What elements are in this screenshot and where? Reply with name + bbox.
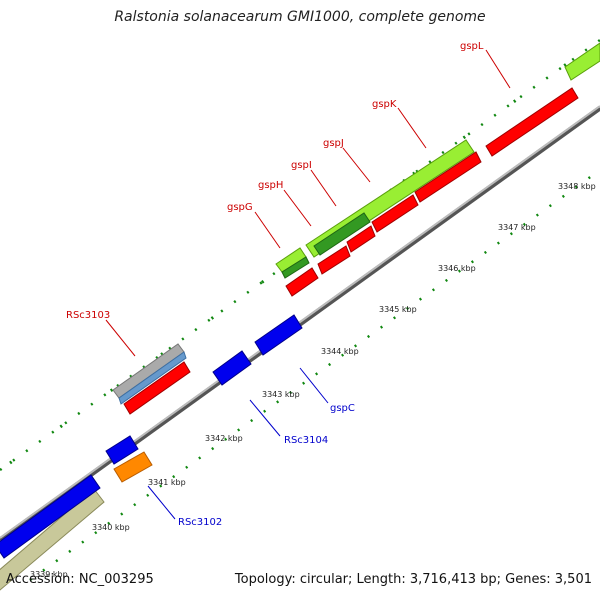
scale-label-3343: 3343 kbp: [262, 390, 300, 399]
label-gspK[interactable]: gspK: [372, 99, 397, 110]
label-gspI[interactable]: gspI: [291, 160, 312, 171]
callout-gspI: [310, 169, 337, 207]
scale-label-3344: 3344 kbp: [321, 347, 359, 356]
scale-label-3342: 3342 kbp: [205, 434, 243, 443]
feature-red-gspJ[interactable]: [371, 194, 419, 233]
genome-summary-text: Topology: circular; Length: 3,716,413 bp…: [234, 572, 592, 587]
label-RSc3103[interactable]: RSc3103: [66, 310, 110, 321]
callout-gspK: [397, 107, 427, 149]
backbone: [0, 105, 600, 539]
feature-steel-block[interactable]: [118, 351, 187, 405]
callout-RSc3102: [147, 485, 176, 520]
map-title: Ralstonia solanacearum GMI1000, complete…: [114, 9, 486, 25]
feature-blue-left[interactable]: [0, 474, 101, 559]
outer-tick-ruler-major: [9, 38, 600, 465]
accession-text: Accession: NC_003295: [6, 572, 154, 587]
callout-RSc3104: [249, 399, 281, 437]
callout-gspH: [283, 189, 312, 227]
label-gspJ[interactable]: gspJ: [323, 138, 344, 149]
label-RSc3102[interactable]: RSc3102: [178, 517, 222, 528]
feature-khaki-block[interactable]: [0, 488, 105, 591]
label-RSc3104[interactable]: RSc3104: [284, 435, 328, 446]
feature-red-gspL[interactable]: [485, 87, 579, 157]
feature-orange-block[interactable]: [113, 451, 153, 483]
feature-green-block-2[interactable]: [281, 256, 310, 279]
scale-label-3345: 3345 kbp: [379, 305, 417, 314]
scale-label-3340: 3340 kbp: [92, 523, 130, 532]
scale-label-3341: 3341 kbp: [148, 478, 186, 487]
feature-red-gspH[interactable]: [317, 245, 351, 275]
feature-red-gspG[interactable]: [285, 267, 319, 297]
callout-gspG: [254, 211, 281, 249]
feature-red-gspI[interactable]: [346, 225, 376, 253]
feature-blue-gspC[interactable]: [254, 314, 303, 356]
callout-gspC: [299, 367, 329, 404]
scale-label-3347: 3347 kbp: [498, 223, 536, 232]
label-gspH[interactable]: gspH: [258, 180, 283, 191]
feature-red-RSc3103[interactable]: [123, 361, 191, 415]
feature-lime-gspL[interactable]: [564, 42, 600, 81]
feature-blue-RSc3104[interactable]: [212, 350, 252, 386]
callout-gspL: [485, 49, 511, 89]
callout-gspJ: [342, 147, 371, 183]
label-gspG[interactable]: gspG: [227, 202, 253, 213]
label-gspL[interactable]: gspL: [460, 41, 484, 52]
feature-red-gspK[interactable]: [414, 151, 482, 203]
callout-RSc3103: [105, 319, 136, 357]
feature-blue-RSc3102[interactable]: [105, 435, 139, 465]
scale-label-3348: 3348 kbp: [558, 182, 596, 191]
scale-label-3339-partial: 3339 kbp: [30, 570, 68, 579]
feature-dkgreen-gspH[interactable]: [313, 212, 371, 256]
label-gspC[interactable]: gspC: [330, 403, 355, 414]
scale-label-3346: 3346 kbp: [438, 264, 476, 273]
